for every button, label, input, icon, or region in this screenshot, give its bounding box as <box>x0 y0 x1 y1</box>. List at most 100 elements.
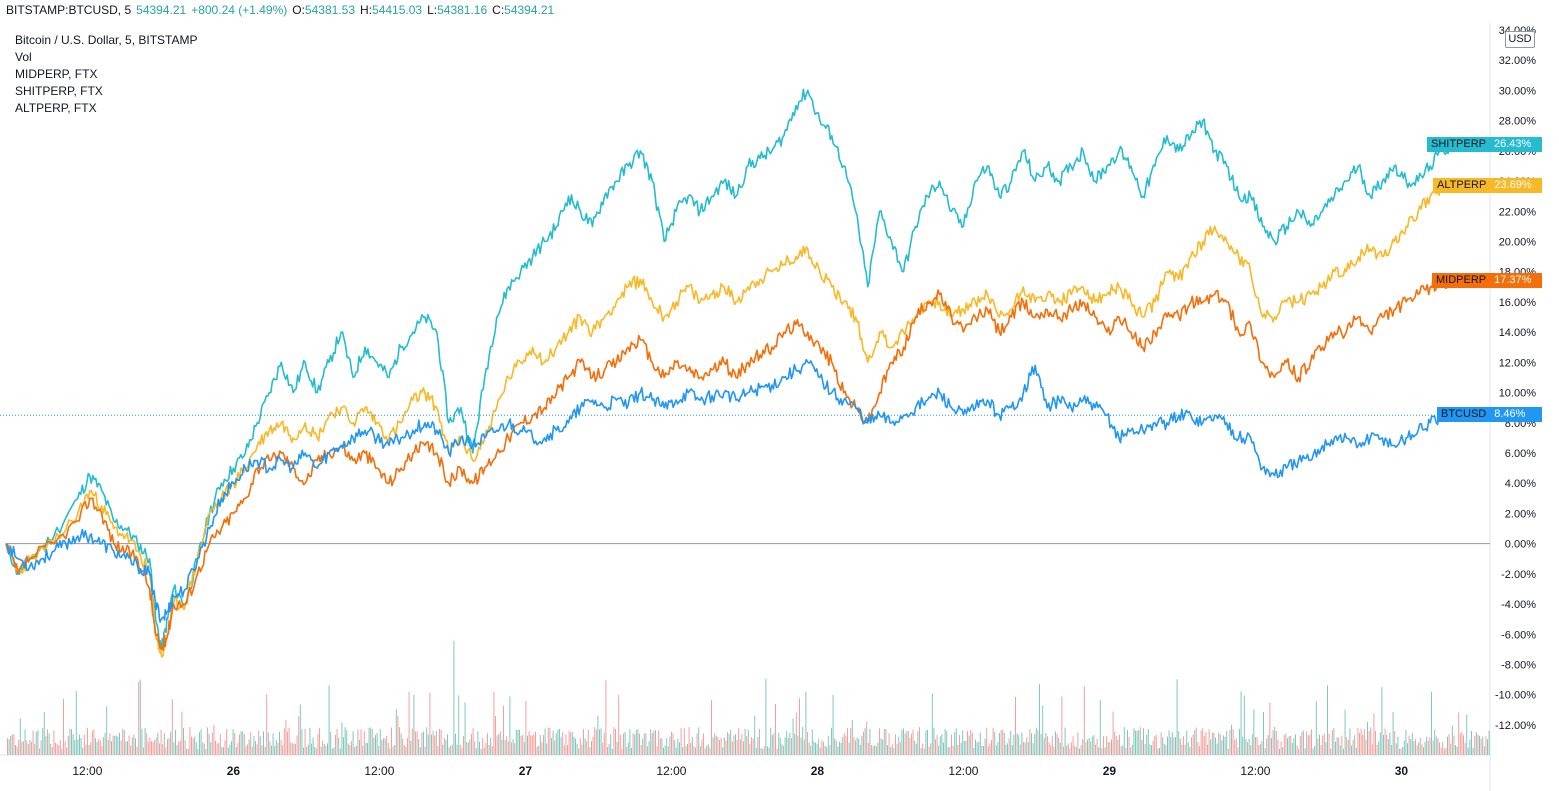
volume-bar <box>507 741 509 755</box>
volume-bar <box>1223 735 1224 755</box>
volume-bar <box>402 738 404 755</box>
series-line-midperp[interactable] <box>5 274 1455 652</box>
volume-bar <box>192 738 194 755</box>
volume-bar <box>1027 742 1029 755</box>
volume-bar <box>295 743 296 755</box>
volume-bar <box>338 737 340 755</box>
volume-bar <box>589 747 591 755</box>
series-line-btcusd[interactable] <box>5 358 1455 623</box>
volume-bar <box>685 746 687 755</box>
volume-bar <box>711 700 712 755</box>
volume-bar <box>333 747 335 755</box>
volume-bar <box>384 738 386 755</box>
volume-bar <box>1087 739 1088 755</box>
volume-bar <box>79 734 80 755</box>
volume-bar <box>130 745 132 755</box>
volume-bar <box>999 733 1000 755</box>
volume-bar <box>1130 747 1132 755</box>
volume-bar <box>320 746 322 755</box>
volume-bar <box>1010 730 1012 755</box>
volume-bar <box>791 738 792 755</box>
volume-bar <box>1439 742 1440 755</box>
volume-bar <box>635 730 637 755</box>
volume-bar <box>1047 736 1048 755</box>
volume-bar <box>1381 687 1383 755</box>
volume-bar <box>1219 734 1221 755</box>
volume-bar <box>1021 732 1023 755</box>
volume-bar <box>243 734 245 755</box>
volume-bar <box>901 729 903 755</box>
volume-bar <box>578 748 580 755</box>
volume-bar <box>1147 729 1149 755</box>
volume-bar <box>863 731 864 755</box>
volume-bar <box>986 727 988 755</box>
volume-bar <box>1253 709 1255 755</box>
volume-bar <box>42 728 44 755</box>
volume-bar <box>29 739 31 755</box>
volume-bar <box>754 715 756 755</box>
volume-bar <box>32 730 34 755</box>
volume-bar <box>1485 736 1487 755</box>
volume-bar <box>875 746 877 755</box>
volume-bar <box>1391 744 1392 755</box>
legend-item-midperp[interactable]: MIDPERP, FTX <box>15 67 98 81</box>
legend-item-vol[interactable]: Vol <box>15 50 32 64</box>
volume-bar <box>23 741 24 755</box>
volume-bar <box>853 737 855 755</box>
legend-item-btcusd[interactable]: Bitcoin / U.S. Dollar, 5, BITSTAMP <box>15 33 198 47</box>
volume-bar <box>1095 744 1096 755</box>
volume-bar <box>479 741 480 755</box>
volume-bar <box>95 738 96 755</box>
volume-bar <box>1277 739 1279 755</box>
volume-bar <box>1259 744 1261 755</box>
volume-bar <box>845 736 847 755</box>
volume-bar <box>664 745 666 755</box>
volume-bar <box>1162 737 1164 755</box>
volume-bar <box>779 737 781 755</box>
legend-item-shitperp[interactable]: SHITPERP, FTX <box>15 84 103 98</box>
volume-bar <box>261 745 263 755</box>
volume-bar <box>1123 727 1125 755</box>
volume-bar <box>434 735 436 755</box>
volume-bar <box>472 727 474 755</box>
symbol-label[interactable]: BITSTAMP:BTCUSD, 5 <box>6 3 132 17</box>
series-line-altperp[interactable] <box>5 181 1455 658</box>
volume-bar <box>882 739 884 755</box>
volume-bar <box>693 746 695 755</box>
volume-bar <box>786 731 788 755</box>
volume-bar <box>1341 735 1343 755</box>
volume-bar <box>850 728 852 755</box>
volume-bar <box>704 748 706 755</box>
volume-bar <box>619 734 621 755</box>
currency-badge[interactable]: USD <box>1505 31 1535 48</box>
legend-item-altperp[interactable]: ALTPERP, FTX <box>15 101 97 115</box>
volume-bar <box>951 734 952 755</box>
volume-bar <box>1419 737 1421 755</box>
volume-bar <box>128 735 130 755</box>
volume-bar <box>149 737 151 755</box>
series-line-shitperp[interactable] <box>5 88 1455 651</box>
volume-bar <box>370 727 372 755</box>
y-tick-label: 10.00% <box>1499 388 1537 400</box>
volume-bar <box>1058 737 1060 755</box>
volume-bar <box>973 747 975 755</box>
volume-bar <box>1045 732 1047 755</box>
volume-bar <box>1403 740 1405 755</box>
y-tick-label: 20.00% <box>1499 236 1537 248</box>
volume-bar <box>1429 737 1431 755</box>
volume-bar <box>805 691 807 755</box>
volume-bar <box>749 743 751 755</box>
volume-bar <box>893 748 895 755</box>
volume-bar <box>501 739 503 755</box>
volume-bar <box>671 731 672 755</box>
volume-bar <box>1088 738 1090 755</box>
volume-bar <box>1023 741 1024 755</box>
volume-bar <box>765 679 767 755</box>
volume-bar <box>1093 735 1095 755</box>
volume-bar <box>715 735 717 755</box>
volume-bar <box>242 731 244 755</box>
volume-bar <box>767 746 768 755</box>
volume-bar <box>735 734 736 755</box>
volume-bar <box>421 732 423 755</box>
